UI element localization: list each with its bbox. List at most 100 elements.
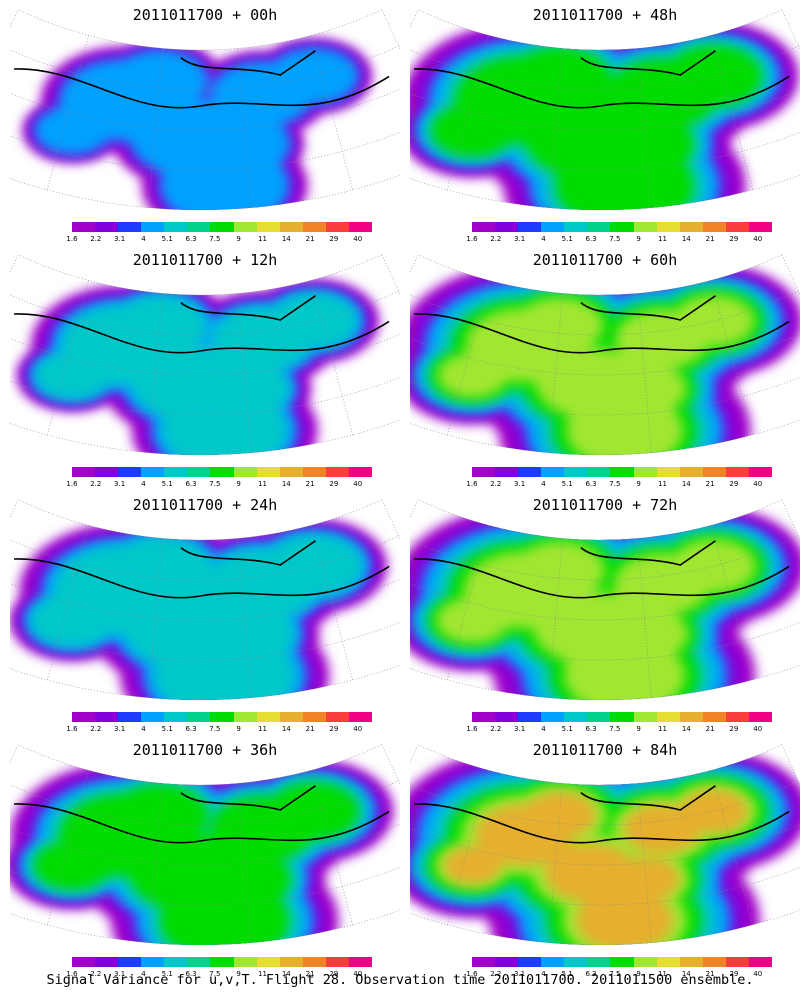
colorbar-tick-label: 6.3	[585, 480, 597, 488]
colorbar-tick-label: 1.6	[66, 235, 78, 243]
colorbar-segment	[348, 467, 373, 477]
colorbar-segment	[564, 222, 588, 232]
colorbar-segment	[748, 957, 773, 967]
colorbar	[472, 222, 773, 232]
colorbar-segment	[95, 222, 119, 232]
colorbar	[472, 957, 773, 967]
map-panel-60h: 2011011700 + 60h 1.6 2.2 3.1 4 5.1 6.3 7.5 9 11 1…	[410, 245, 800, 490]
colorbar-segment	[256, 957, 280, 967]
colorbar-tick-label: 29	[729, 235, 739, 243]
colorbar-tick-label: 29	[329, 970, 339, 978]
colorbar-segment	[518, 957, 542, 967]
colorbar-tick-label: 1.6	[466, 480, 478, 488]
colorbar-segment	[587, 712, 611, 722]
colorbar-segment	[702, 467, 726, 477]
colorbar-segment	[187, 712, 211, 722]
colorbar-tick-label: 9	[236, 725, 241, 733]
graticule	[10, 499, 400, 701]
colorbar-tick-label: 2.2	[490, 970, 502, 978]
colorbar-segment	[725, 957, 749, 967]
coastline	[413, 68, 790, 109]
coastline	[180, 295, 316, 321]
colorbar-labels: 1.6 2.2 3.1 4 5.1 6.3 7.5 9 11 14 21 29 40	[466, 480, 772, 490]
colorbar-tick-label: 14	[681, 480, 691, 488]
graticule	[10, 744, 400, 946]
colorbar-tick-label: 4	[541, 235, 546, 243]
colorbar-segment	[302, 712, 326, 722]
colorbar-segment	[325, 467, 349, 477]
variance-field	[10, 760, 394, 945]
colorbar-segment	[518, 712, 542, 722]
colorbar-tick-label: 7.5	[209, 970, 221, 978]
colorbar-segment	[210, 222, 234, 232]
colorbar-segment	[210, 467, 234, 477]
colorbar-segment	[495, 957, 519, 967]
colorbar-segment	[656, 957, 680, 967]
colorbar-tick-label: 40	[753, 480, 763, 488]
colorbar-segment	[679, 467, 703, 477]
variance-field	[410, 748, 800, 945]
colorbar-segment	[164, 222, 188, 232]
coastline	[13, 68, 390, 109]
colorbar-segment	[633, 957, 657, 967]
colorbar-tick-label: 2.2	[490, 725, 502, 733]
colorbar-tick-label: 4	[141, 970, 146, 978]
colorbar-tick-label: 3.1	[114, 480, 126, 488]
coastline	[580, 50, 716, 76]
colorbar-segment	[210, 957, 234, 967]
colorbar-tick-label: 9	[636, 725, 641, 733]
colorbar-tick-label: 21	[305, 235, 315, 243]
colorbar-tick-label: 7.5	[609, 725, 621, 733]
colorbar-tick-label: 5.1	[161, 970, 173, 978]
colorbar-segment	[679, 712, 703, 722]
colorbar-segment	[656, 467, 680, 477]
colorbar-tick-label: 6.3	[585, 970, 597, 978]
colorbar-tick-label: 3.1	[514, 725, 526, 733]
colorbar-tick-label: 40	[753, 235, 763, 243]
colorbar-segment	[472, 712, 496, 722]
map-plot	[410, 744, 800, 946]
colorbar	[472, 712, 773, 722]
colorbar-tick-label: 7.5	[609, 235, 621, 243]
colorbar-tick-label: 9	[236, 235, 241, 243]
colorbar-segment	[679, 957, 703, 967]
graticule	[10, 254, 400, 456]
colorbar-segment	[302, 957, 326, 967]
colorbar-tick-label: 2.2	[490, 235, 502, 243]
colorbar-tick-label: 3.1	[114, 725, 126, 733]
colorbar-labels: 1.6 2.2 3.1 4 5.1 6.3 7.5 9 11 14 21 29 40	[466, 235, 772, 245]
colorbar-segment	[564, 467, 588, 477]
graticule	[10, 9, 400, 211]
colorbar-segment	[472, 222, 496, 232]
colorbar-tick-label: 3.1	[114, 970, 126, 978]
colorbar-tick-label: 4	[141, 480, 146, 488]
colorbar-segment	[325, 957, 349, 967]
colorbar-tick-label: 29	[729, 970, 739, 978]
colorbar-tick-label: 9	[236, 480, 241, 488]
colorbar-segment	[187, 222, 211, 232]
colorbar-segment	[118, 957, 142, 967]
colorbar-tick-label: 21	[305, 480, 315, 488]
colorbar-tick-label: 29	[329, 725, 339, 733]
colorbar-segment	[633, 222, 657, 232]
panel-title: 2011011700 + 48h	[532, 6, 678, 24]
colorbar-segment	[679, 222, 703, 232]
colorbar-tick-label: 21	[305, 725, 315, 733]
panel-title: 2011011700 + 00h	[132, 6, 278, 24]
colorbar-tick-label: 9	[236, 970, 241, 978]
colorbar-segment	[495, 467, 519, 477]
colorbar-segment	[210, 712, 234, 722]
map-plot	[10, 254, 400, 456]
coastline	[180, 785, 316, 811]
colorbar-tick-label: 40	[753, 725, 763, 733]
colorbar-tick-label: 40	[753, 970, 763, 978]
colorbar-tick-label: 5.1	[561, 235, 573, 243]
colorbar-segment	[656, 712, 680, 722]
colorbar-labels: 1.6 2.2 3.1 4 5.1 6.3 7.5 9 11 14 21 29 40	[466, 725, 772, 735]
colorbar-segment	[587, 222, 611, 232]
colorbar-tick-label: 5.1	[561, 725, 573, 733]
coastline	[180, 50, 316, 76]
colorbar-segment	[564, 712, 588, 722]
colorbar-segment	[72, 222, 96, 232]
colorbar-tick-label: 14	[281, 480, 291, 488]
